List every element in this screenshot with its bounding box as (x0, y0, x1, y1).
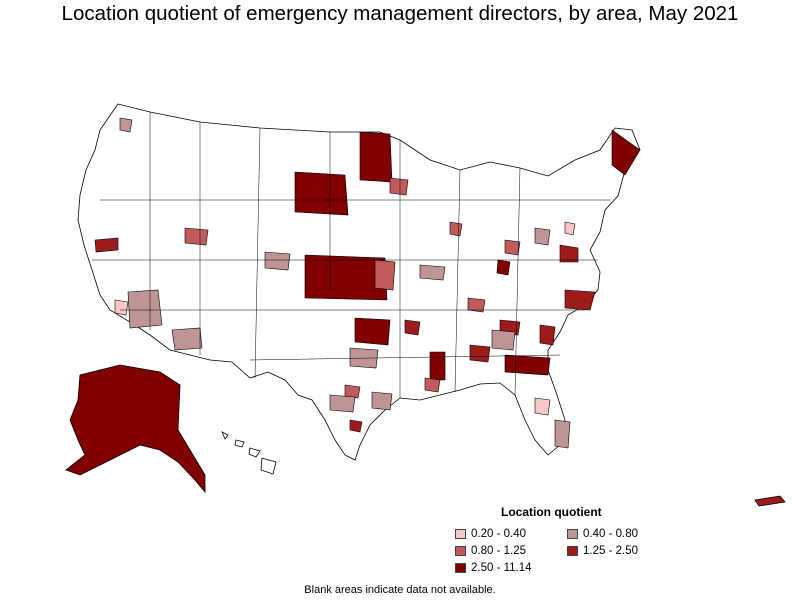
lq-1.25-2.50 (94, 237, 596, 433)
shaded-areas (94, 117, 641, 449)
legend-swatch (455, 529, 466, 539)
legend-title: Location quotient (501, 505, 602, 519)
legend-label: 0.40 - 0.80 (583, 528, 638, 540)
legend-label: 2.50 - 11.14 (471, 562, 532, 574)
legend-label: 1.25 - 2.50 (583, 545, 638, 557)
legend-item-0.20-0.40: 0.20 - 0.40 (455, 528, 526, 540)
legend-item-0.80-1.25: 0.80 - 1.25 (455, 545, 526, 557)
area-boundaries (92, 112, 610, 398)
puerto-rico (754, 495, 786, 507)
hawaii (221, 431, 277, 475)
legend-item-2.50-11.14: 2.50 - 11.14 (455, 562, 532, 574)
legend-label: 0.80 - 1.25 (471, 545, 526, 557)
legend-swatch (455, 563, 466, 573)
legend-item-0.40-0.80: 0.40 - 0.80 (567, 528, 638, 540)
map-title: Location quotient of emergency managemen… (61, 2, 739, 25)
lq-2.50-11.14 (294, 129, 641, 381)
legend-swatch (567, 546, 578, 556)
alaska (65, 364, 206, 494)
legend-swatch (567, 529, 578, 539)
legend-item-1.25-2.50: 1.25 - 2.50 (567, 545, 638, 557)
lq-0.80-1.25 (184, 177, 521, 399)
lq-0.20-0.40 (114, 221, 576, 416)
legend-swatch (455, 546, 466, 556)
footnote: Blank areas indicate data not available. (304, 584, 496, 596)
lq-0.40-0.80 (119, 117, 571, 449)
legend-label: 0.20 - 0.40 (471, 528, 526, 540)
